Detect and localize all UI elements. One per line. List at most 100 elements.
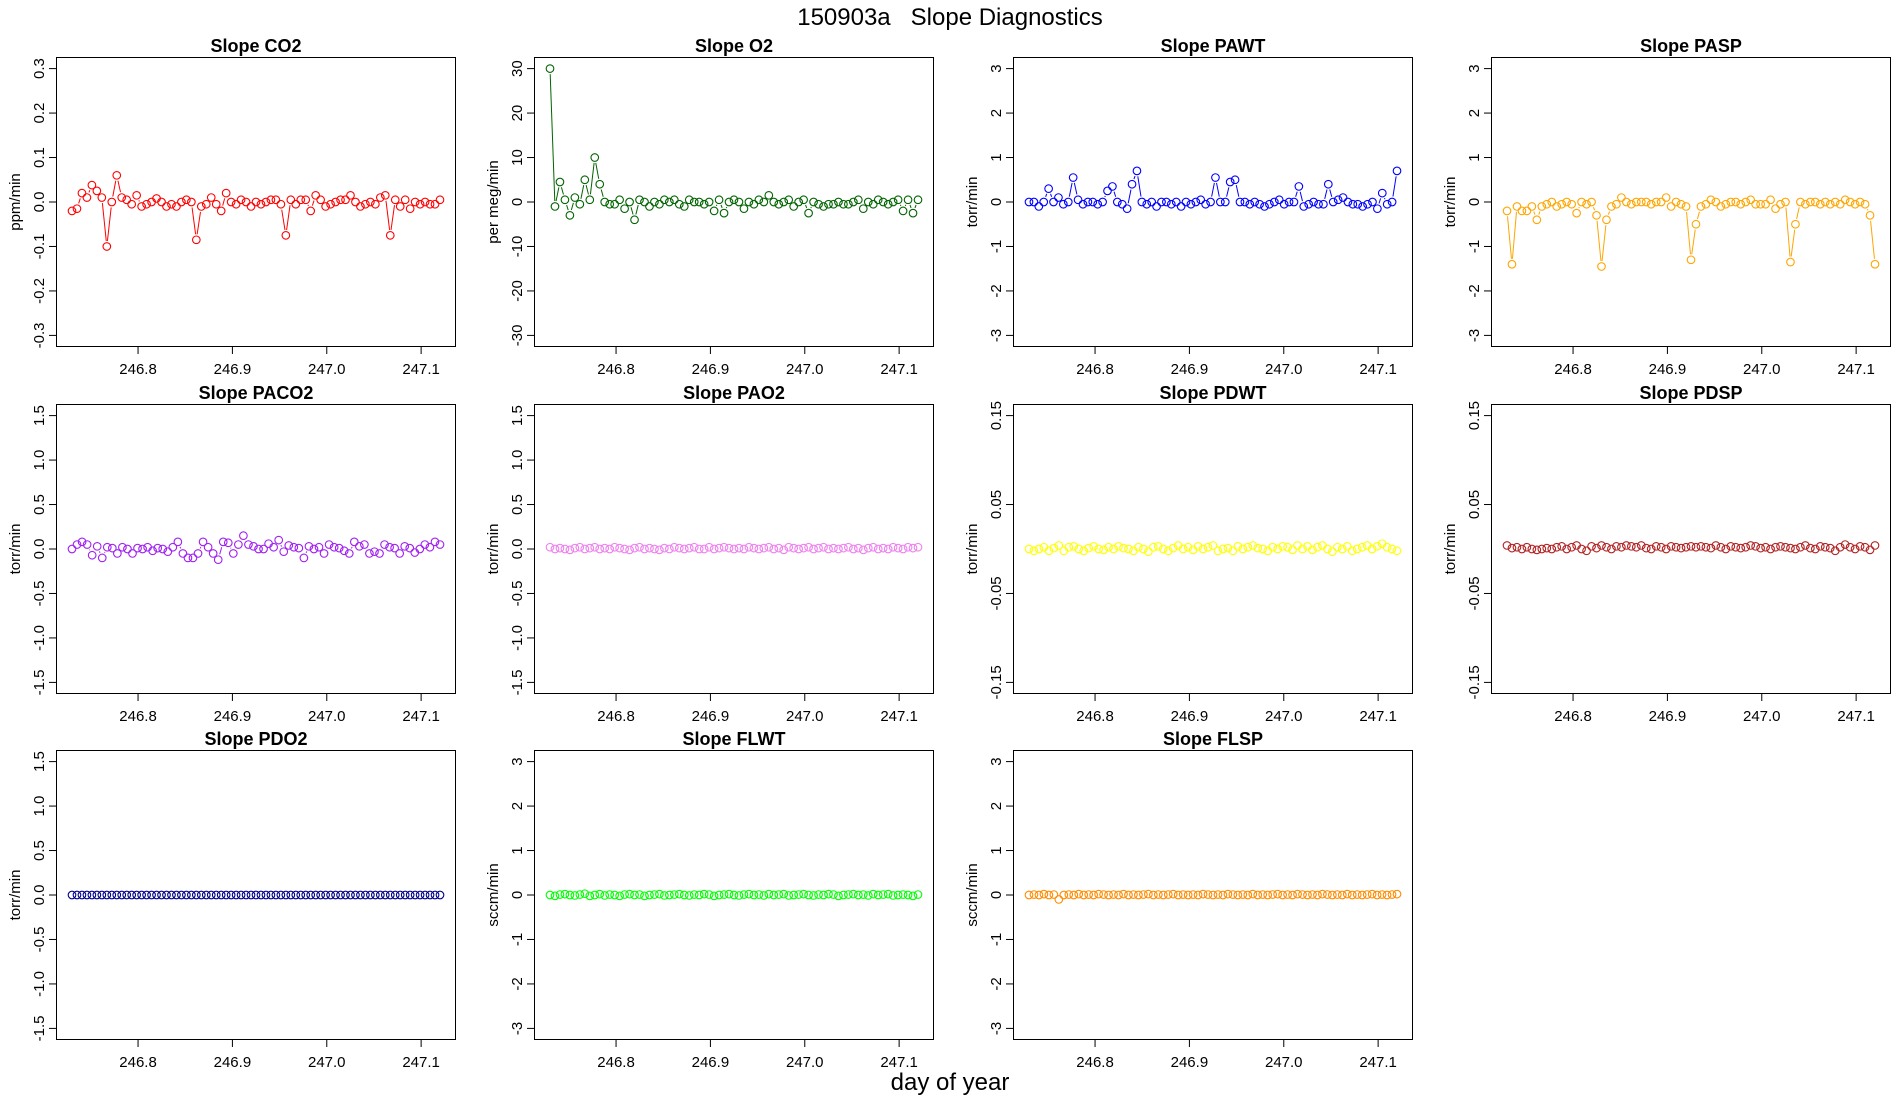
data-point (605, 199, 615, 209)
data-point (1342, 889, 1352, 899)
data-point (218, 537, 228, 547)
x-tick-label: 247.1 (1837, 361, 1875, 378)
chart-panel-pdo2: Slope PDO2 -1.5 -1.0 -0.5 0.0 0.5 1.0 1.5 246.8 2… (7, 729, 456, 1071)
data-point (734, 197, 744, 207)
data-point (239, 531, 248, 541)
data-point (425, 199, 435, 209)
panel-title: Slope CO2 (210, 36, 301, 56)
chart-panel-paco2: Slope PACO2 -1.5 -1.0 -0.5 0.0 0.5 1.0 1.5 246.8… (7, 383, 456, 725)
data-point (779, 545, 789, 555)
data-point (1731, 197, 1741, 207)
data-point (168, 542, 178, 552)
data-point (804, 890, 813, 900)
data-point (286, 890, 296, 900)
y-tick-label: 3 (988, 757, 1005, 765)
data-point (271, 195, 281, 205)
x-tick-label: 247.1 (402, 708, 440, 725)
data-point (1636, 541, 1646, 550)
data-point (1253, 543, 1263, 553)
data-point (834, 544, 843, 554)
y-tick-label: 0.05 (1466, 490, 1483, 519)
data-point (1761, 542, 1770, 552)
data-point (87, 180, 97, 190)
data-point (1193, 890, 1203, 900)
data-point (868, 889, 878, 899)
data-point (1201, 199, 1210, 209)
data-point (660, 543, 669, 553)
data-point (415, 199, 425, 209)
x-tick-label: 246.8 (1076, 361, 1114, 378)
data-point (1278, 541, 1287, 551)
data-point (689, 197, 699, 207)
data-point (878, 543, 888, 553)
y-tick-label: -3 (988, 1022, 1005, 1035)
data-point (1577, 197, 1586, 207)
data-point (435, 890, 445, 900)
data-point (1372, 890, 1382, 900)
y-tick-label: -1 (988, 240, 1005, 253)
data-point (590, 890, 600, 900)
data-point (898, 206, 908, 216)
data-point (655, 199, 664, 209)
data-point (630, 215, 639, 225)
data-point (1776, 199, 1785, 209)
data-point (201, 890, 211, 900)
series-segment (222, 198, 226, 206)
y-axis-label: torr/min (7, 524, 24, 575)
data-point (1178, 890, 1188, 899)
data-point (1206, 197, 1215, 207)
data-point (1039, 197, 1049, 207)
plot-frame (1491, 57, 1891, 347)
data-point (226, 890, 236, 900)
data-point (1716, 542, 1726, 552)
y-tick-label: -0.15 (988, 665, 1005, 699)
y-tick-label: -0.1 (31, 234, 48, 260)
data-point (420, 540, 430, 549)
data-point (1163, 546, 1173, 556)
data-point (714, 195, 724, 205)
data-point (1781, 197, 1790, 207)
data-point (1168, 889, 1178, 899)
data-point (261, 197, 271, 207)
data-point (296, 195, 306, 205)
data-point (1119, 543, 1128, 553)
data-point (689, 542, 699, 552)
data-point (410, 890, 420, 900)
data-point (908, 543, 918, 553)
data-point (1233, 541, 1243, 551)
data-point (1392, 166, 1402, 176)
data-point (734, 543, 744, 553)
series-segment (112, 180, 117, 197)
data-point (684, 195, 694, 205)
x-tick-label: 247.1 (1837, 708, 1875, 725)
data-point (336, 890, 345, 900)
data-point (276, 890, 286, 900)
data-point (1049, 890, 1059, 899)
plot-frame (56, 404, 456, 694)
data-point (1255, 199, 1264, 209)
data-point (1786, 543, 1795, 553)
series-segment (635, 204, 639, 215)
data-point (1308, 890, 1317, 899)
data-point (1220, 197, 1230, 207)
data-point (356, 202, 365, 211)
y-axis-label: torr/min (485, 524, 502, 575)
series-segment (1392, 176, 1397, 197)
y-tick-label: 0 (988, 891, 1005, 899)
data-point (97, 193, 107, 202)
data-point (1029, 197, 1039, 207)
data-point (286, 195, 296, 205)
plot-frame (1491, 404, 1891, 694)
data-point (868, 199, 878, 209)
series-segment (1211, 182, 1215, 197)
series-segment (1133, 175, 1136, 180)
y-tick-label: 0.5 (31, 494, 48, 515)
data-point (236, 195, 246, 205)
series-segment (1113, 191, 1117, 197)
data-point (893, 543, 903, 553)
data-point (1855, 541, 1865, 551)
data-point (346, 190, 355, 200)
data-point (1731, 542, 1741, 552)
data-point (1746, 195, 1756, 205)
x-tick-label: 247.0 (1743, 361, 1781, 378)
